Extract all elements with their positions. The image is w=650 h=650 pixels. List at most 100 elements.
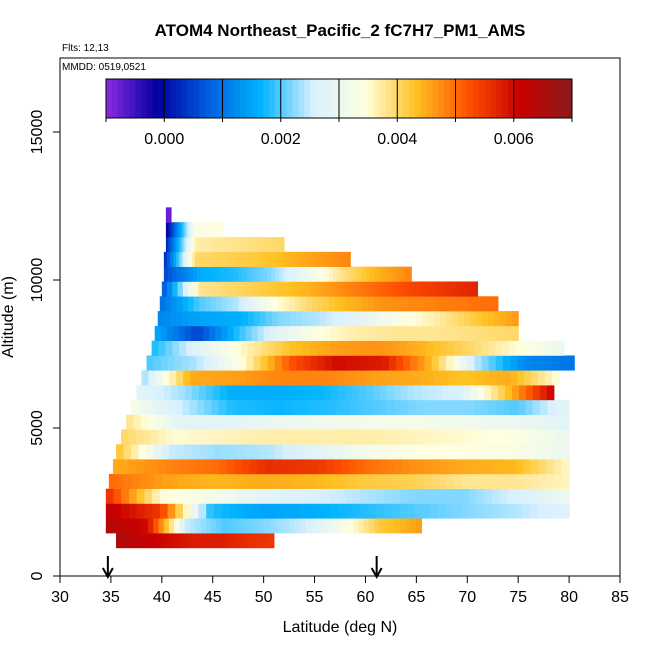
heat-cell bbox=[260, 251, 264, 267]
heat-cell bbox=[366, 325, 374, 341]
heat-cell bbox=[275, 503, 284, 519]
heat-cell bbox=[223, 533, 228, 549]
heat-cell bbox=[470, 459, 479, 475]
heat-cell bbox=[216, 473, 225, 489]
heat-cell bbox=[223, 473, 233, 489]
colorbar-segment bbox=[321, 79, 328, 118]
colorbar-segment bbox=[106, 79, 113, 118]
heat-cell bbox=[400, 473, 409, 489]
colorbar-segment bbox=[158, 79, 165, 118]
heat-cell bbox=[209, 281, 216, 297]
heat-cell bbox=[480, 414, 489, 430]
heat-cell bbox=[252, 503, 261, 519]
y-tick-label: 0 bbox=[29, 571, 46, 580]
heat-cell bbox=[151, 340, 160, 356]
heat-cell bbox=[182, 222, 184, 238]
heat-cell bbox=[167, 237, 171, 253]
heat-cell bbox=[493, 444, 502, 460]
heat-cell bbox=[166, 325, 174, 341]
heat-cell bbox=[276, 237, 279, 253]
heat-cell bbox=[175, 237, 179, 253]
heat-cell bbox=[220, 222, 222, 238]
heat-cell bbox=[430, 296, 437, 312]
heat-cell bbox=[512, 311, 519, 327]
heat-cell bbox=[395, 518, 402, 534]
heat-cell bbox=[166, 222, 169, 238]
heat-cell bbox=[284, 518, 291, 534]
heat-cell bbox=[136, 488, 146, 504]
heat-cell bbox=[247, 518, 254, 534]
heat-cell bbox=[325, 311, 333, 327]
heat-cell bbox=[469, 296, 476, 312]
x-tick-label: 70 bbox=[458, 589, 476, 606]
heat-cell bbox=[142, 518, 149, 534]
heat-cell bbox=[181, 311, 189, 327]
heat-cell bbox=[165, 340, 173, 356]
heat-cell bbox=[279, 518, 286, 534]
heat-cell bbox=[403, 266, 408, 282]
heat-cell bbox=[553, 459, 563, 475]
heat-cell bbox=[206, 503, 215, 519]
heat-cell bbox=[481, 355, 490, 371]
heat-cell bbox=[268, 237, 271, 253]
heat-cell bbox=[546, 473, 555, 489]
heat-cell bbox=[225, 251, 230, 267]
heat-cell bbox=[172, 222, 175, 238]
heat-cell bbox=[289, 444, 298, 460]
heat-cell bbox=[172, 281, 179, 297]
heat-cell bbox=[200, 414, 208, 430]
heat-cell bbox=[459, 399, 468, 415]
heat-cell bbox=[309, 251, 314, 267]
heat-cell bbox=[538, 355, 547, 371]
heat-cell bbox=[382, 429, 391, 445]
heat-cell bbox=[452, 296, 459, 312]
heat-cell bbox=[532, 385, 541, 401]
heat-cell bbox=[233, 399, 242, 415]
heat-cell bbox=[553, 473, 563, 489]
heat-cell bbox=[166, 459, 175, 475]
heat-cell bbox=[171, 533, 175, 549]
heat-cell bbox=[280, 459, 289, 475]
heat-cell bbox=[322, 488, 331, 504]
heat-cell bbox=[312, 251, 317, 267]
heat-cell bbox=[221, 533, 225, 549]
heat-cell bbox=[228, 237, 232, 253]
heat-cell bbox=[440, 281, 447, 297]
heat-cell bbox=[321, 518, 328, 534]
heat-cell bbox=[361, 266, 367, 282]
heat-cell bbox=[287, 370, 296, 386]
heat-cell bbox=[192, 414, 201, 430]
x-tick-label: 50 bbox=[255, 589, 273, 606]
heat-cell bbox=[379, 399, 388, 415]
heat-cell bbox=[496, 399, 505, 415]
heat-cell bbox=[172, 325, 180, 341]
heat-cell bbox=[379, 296, 386, 312]
heat-cell bbox=[337, 340, 345, 356]
x-tick-label: 40 bbox=[153, 589, 171, 606]
heat-cell bbox=[451, 281, 458, 297]
heat-cell bbox=[200, 473, 210, 489]
heat-cell bbox=[475, 296, 482, 312]
heat-cell bbox=[525, 385, 534, 401]
heat-cell bbox=[177, 237, 181, 253]
heat-cell bbox=[248, 399, 256, 415]
heat-cell bbox=[324, 325, 331, 341]
heat-cell bbox=[412, 340, 421, 356]
heat-cell bbox=[175, 503, 184, 519]
heat-cell bbox=[523, 444, 532, 460]
heat-cell bbox=[484, 503, 493, 519]
heat-cell bbox=[390, 296, 397, 312]
heat-cell bbox=[432, 459, 441, 475]
heat-cell bbox=[458, 414, 467, 430]
heat-cell bbox=[113, 488, 122, 504]
heat-cell bbox=[547, 399, 556, 415]
heat-cell bbox=[170, 473, 179, 489]
colorbar-segment bbox=[472, 79, 480, 118]
heat-cell bbox=[222, 237, 226, 253]
heat-cell bbox=[406, 503, 416, 519]
heat-cell bbox=[518, 399, 526, 415]
heat-cell bbox=[435, 385, 444, 401]
heat-cell bbox=[447, 459, 456, 475]
heat-cell bbox=[323, 340, 331, 356]
heat-cell bbox=[488, 311, 495, 327]
